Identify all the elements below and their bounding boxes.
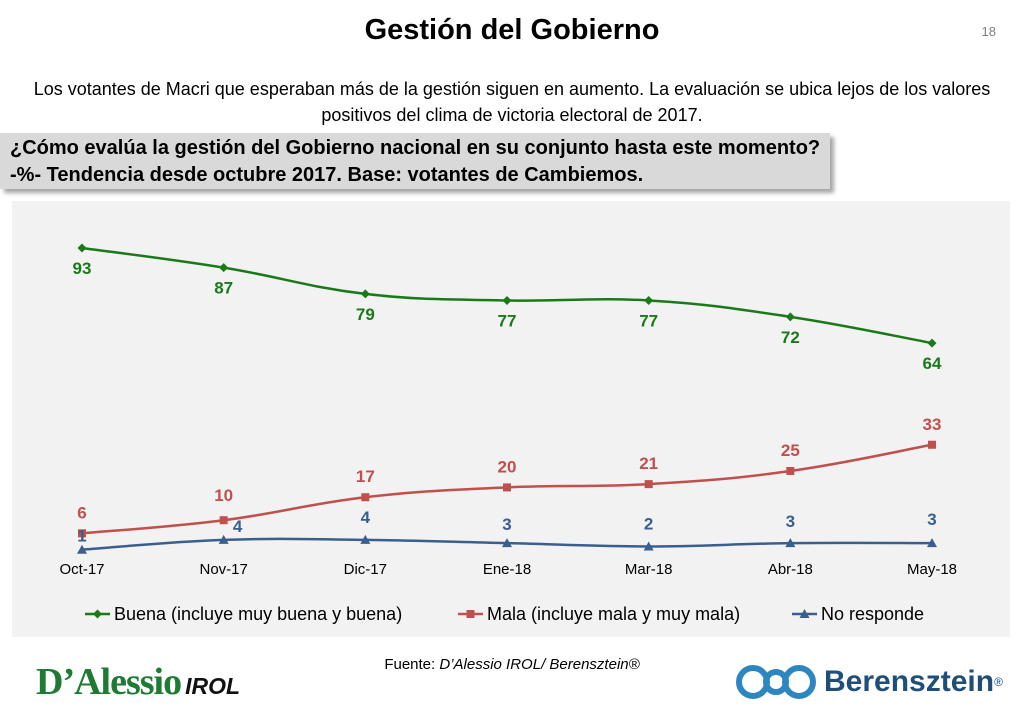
legend-label: Buena (incluye muy buena y buena) — [114, 604, 402, 624]
x-tick-label: May-18 — [907, 561, 957, 578]
berensztein-logo-icon — [736, 665, 816, 699]
data-label: 3 — [786, 512, 795, 531]
data-label: 33 — [923, 415, 942, 434]
data-label: 77 — [639, 311, 658, 330]
data-point-2 — [219, 516, 228, 525]
berensztein-logo: Berensztein ® — [736, 664, 1003, 700]
source-text: D’Alessio IROL/ Berensztein® — [439, 656, 640, 673]
data-point-1 — [927, 338, 937, 348]
data-point-2 — [361, 493, 370, 502]
dalessio-logo: D’Alessio IROL — [36, 660, 240, 704]
data-point-3 — [927, 538, 937, 548]
data-point-2 — [928, 440, 936, 449]
data-label: 6 — [77, 503, 86, 522]
subtitle: Los votantes de Macri que esperaban más … — [33, 79, 991, 125]
data-point-3 — [360, 534, 371, 544]
x-tick-label: Ene-18 — [483, 561, 531, 578]
data-label: 2 — [644, 514, 653, 533]
x-tick-label: Nov-17 — [199, 561, 247, 578]
data-label: 3 — [927, 510, 936, 529]
data-label: 87 — [214, 279, 233, 298]
data-point-2 — [78, 529, 86, 538]
dalessio-logo-sub: IROL — [185, 673, 241, 699]
data-point-3 — [502, 538, 512, 548]
data-label: 1 — [77, 527, 86, 546]
data-point-3 — [218, 534, 229, 544]
data-point-2 — [503, 483, 511, 492]
data-point-1 — [502, 295, 512, 305]
data-label: 4 — [233, 517, 243, 536]
data-label: 10 — [214, 486, 233, 505]
data-point-1 — [644, 295, 654, 305]
data-label: 64 — [923, 354, 942, 373]
data-label: 72 — [781, 328, 800, 347]
legend-marker — [799, 609, 810, 618]
legend-marker — [93, 609, 102, 619]
chart-area: Oct-17 Nov-17 Dic-17 Ene-18 Mar-18 Abr-18 May-… — [12, 201, 1010, 637]
data-point-1 — [785, 312, 795, 322]
x-tick-label: Abr-18 — [768, 561, 813, 578]
data-point-1 — [219, 263, 229, 273]
data-point-3 — [643, 541, 654, 551]
source-label: Fuente: — [384, 656, 440, 673]
data-label: 93 — [73, 259, 92, 278]
data-label: 4 — [361, 508, 371, 527]
data-label: 17 — [356, 467, 375, 486]
data-point-2 — [786, 467, 795, 475]
data-label: 20 — [498, 457, 517, 476]
question-box: ¿Cómo evalúa la gestión del Gobierno nac… — [0, 133, 830, 189]
source-note: Fuente: D’Alessio IROL/ Berensztein® — [0, 656, 1024, 673]
legend-marker — [466, 610, 475, 618]
data-point-2 — [644, 480, 653, 489]
data-label: 79 — [356, 305, 375, 324]
data-point-3 — [77, 544, 87, 554]
page-title: Gestión del Gobierno — [364, 14, 660, 46]
line-chart: Oct-17 Nov-17 Dic-17 Ene-18 Mar-18 Abr-18 May-… — [59, 243, 957, 624]
x-tick-label: Dic-17 — [344, 561, 387, 578]
data-point-1 — [77, 243, 87, 253]
data-label: 21 — [639, 454, 658, 473]
data-point-1 — [360, 289, 370, 299]
page-number: 18 — [981, 24, 996, 39]
data-label: 25 — [781, 441, 800, 460]
x-tick-label: Mar-18 — [625, 561, 673, 578]
legend-label: Mala (incluye mala y muy mala) — [487, 604, 740, 624]
berensztein-logo-mark: ® — [994, 675, 1003, 689]
dalessio-logo-main: D’Alessio — [36, 661, 182, 703]
x-tick-label: Oct-17 — [59, 561, 104, 578]
data-label: 3 — [502, 515, 511, 534]
legend-label: No responde — [821, 604, 924, 624]
data-label: 77 — [498, 311, 517, 330]
berensztein-logo-name: Berensztein — [824, 665, 995, 698]
data-point-3 — [785, 538, 796, 548]
